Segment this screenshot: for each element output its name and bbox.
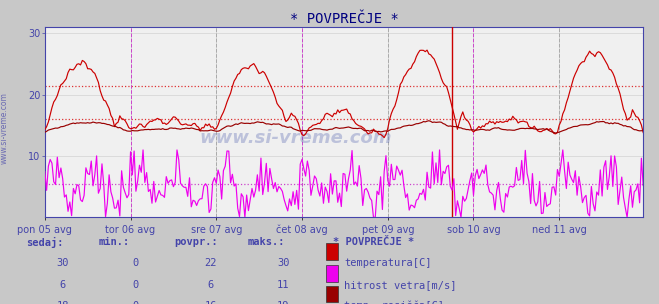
Text: 0: 0 [132,258,138,268]
Text: 6: 6 [208,280,214,290]
Text: temp. rosišča[C]: temp. rosišča[C] [344,301,444,304]
Bar [326,243,338,260]
Text: 0: 0 [132,301,138,304]
Text: 11: 11 [277,280,289,290]
Text: www.si-vreme.com: www.si-vreme.com [200,129,392,147]
Text: 22: 22 [205,258,217,268]
Bar [326,286,338,302]
Text: maks.:: maks.: [247,237,285,247]
Text: sedaj:: sedaj: [26,237,64,248]
Bar [326,265,338,282]
Text: www.si-vreme.com: www.si-vreme.com [0,92,9,164]
Text: povpr.:: povpr.: [175,237,218,247]
Text: 0: 0 [132,280,138,290]
Text: 18: 18 [57,301,69,304]
Text: 6: 6 [59,280,66,290]
Title: * POVPREČJE *: * POVPREČJE * [289,12,399,26]
Text: min.:: min.: [99,237,130,247]
Text: 30: 30 [277,258,289,268]
Text: temperatura[C]: temperatura[C] [344,258,432,268]
Text: 16: 16 [205,301,217,304]
Text: 30: 30 [57,258,69,268]
Text: hitrost vetra[m/s]: hitrost vetra[m/s] [344,280,457,290]
Text: * POVPREČJE *: * POVPREČJE * [333,237,414,247]
Text: 19: 19 [277,301,289,304]
